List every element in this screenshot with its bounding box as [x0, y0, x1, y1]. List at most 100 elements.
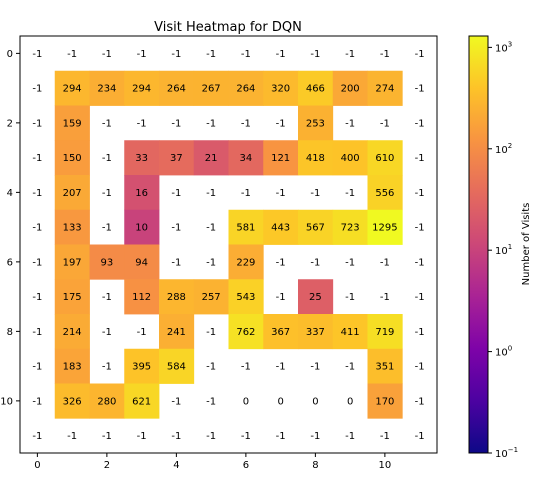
heatmap-cell — [332, 209, 368, 245]
cell-value-label: 351 — [375, 362, 394, 373]
cell-value-label: -1 — [32, 84, 42, 95]
heatmap-cell — [298, 105, 334, 141]
y-tick-label: 6 — [7, 257, 13, 268]
heatmap-cell — [263, 314, 299, 350]
cell-value-label: -1 — [102, 153, 112, 164]
cell-value-label: -1 — [32, 223, 42, 234]
cell-value-label: -1 — [380, 118, 390, 129]
heatmap-cell — [54, 140, 90, 176]
cell-value-label: -1 — [345, 188, 355, 199]
cell-value-label: -1 — [415, 257, 425, 268]
cell-value-label: 294 — [132, 84, 151, 95]
cell-value-label: -1 — [206, 396, 216, 407]
cell-value-label: 400 — [341, 153, 360, 164]
cell-value-label: 567 — [306, 223, 325, 234]
cell-value-label: 543 — [236, 292, 255, 303]
cell-value-label: 21 — [205, 153, 218, 164]
cell-value-label: -1 — [380, 431, 390, 442]
cell-value-label: -1 — [102, 118, 112, 129]
cell-value-label: -1 — [171, 223, 181, 234]
heatmap-cell — [263, 70, 299, 106]
x-tick-label: 2 — [104, 460, 110, 471]
heatmap-cell — [159, 70, 195, 106]
cell-value-label: -1 — [206, 188, 216, 199]
heatmap-cell — [298, 140, 334, 176]
cell-value-label: 214 — [63, 327, 82, 338]
heatmap-cell — [159, 314, 195, 350]
cell-value-label: -1 — [137, 431, 147, 442]
cell-value-label: -1 — [276, 49, 286, 60]
cell-value-label: -1 — [310, 362, 320, 373]
heatmap-cell — [367, 348, 403, 384]
heatmap-cell — [124, 383, 160, 419]
cell-value-label: 288 — [167, 292, 186, 303]
heatmap-cell — [54, 105, 90, 141]
cell-value-label: -1 — [415, 327, 425, 338]
cell-value-label: 621 — [132, 396, 151, 407]
cell-value-label: -1 — [415, 431, 425, 442]
cell-value-label: -1 — [241, 362, 251, 373]
cell-value-label: 0 — [312, 396, 318, 407]
cell-value-label: -1 — [102, 188, 112, 199]
colorbar-tick-label: 100 — [495, 345, 512, 359]
cell-value-label: -1 — [32, 118, 42, 129]
heatmap-cell — [263, 140, 299, 176]
cell-value-label: -1 — [206, 431, 216, 442]
colorbar-tick-label: 10−1 — [495, 446, 518, 460]
cell-value-label: -1 — [241, 49, 251, 60]
cell-value-label: -1 — [380, 292, 390, 303]
heatmap-cell — [54, 383, 90, 419]
heatmap-cell — [159, 279, 195, 315]
cell-value-label: -1 — [345, 292, 355, 303]
heatmap-cell — [124, 175, 160, 211]
heatmap-cell — [193, 70, 229, 106]
colorbar-ticks: 103 102 101 100 10−1 — [488, 40, 518, 460]
cell-value-label: -1 — [415, 396, 425, 407]
cell-value-label: -1 — [171, 431, 181, 442]
cell-value-label: -1 — [380, 49, 390, 60]
cell-value-label: -1 — [171, 396, 181, 407]
cell-value-label: -1 — [241, 118, 251, 129]
cell-value-label: -1 — [310, 188, 320, 199]
x-tick-label: 0 — [34, 460, 40, 471]
cell-value-label: -1 — [276, 431, 286, 442]
cell-value-label: -1 — [206, 223, 216, 234]
y-tick-label: 4 — [7, 188, 13, 199]
heatmap-cell — [54, 244, 90, 280]
cell-value-label: -1 — [32, 396, 42, 407]
heatmap-cell — [228, 244, 264, 280]
cell-value-label: 207 — [63, 188, 82, 199]
x-tick-label: 6 — [243, 460, 249, 471]
cell-value-label: -1 — [206, 49, 216, 60]
cell-value-label: 200 — [341, 84, 360, 95]
cell-value-label: 723 — [341, 223, 360, 234]
cell-value-label: 320 — [271, 84, 290, 95]
y-tick-label: 0 — [7, 49, 13, 60]
cell-value-label: 395 — [132, 362, 151, 373]
heatmap-cell — [228, 279, 264, 315]
heatmap-cell-labels: -1 -1 -1 -1 -1 -1 -1 -1 -1 -1 -1 -1 -1 294 234 294 264 26… — [32, 49, 424, 442]
cell-value-label: -1 — [102, 327, 112, 338]
colorbar-label: Number of Visits — [521, 203, 532, 286]
y-axis-ticks: 0 2 4 6 8 10 — [0, 49, 20, 407]
heatmap-cell — [159, 348, 195, 384]
cell-value-label: 367 — [271, 327, 290, 338]
cell-value-label: 274 — [375, 84, 394, 95]
heatmap-cell — [54, 279, 90, 315]
cell-value-label: -1 — [276, 257, 286, 268]
cell-value-label: -1 — [102, 362, 112, 373]
cell-value-label: -1 — [276, 292, 286, 303]
cell-value-label: -1 — [415, 292, 425, 303]
cell-value-label: -1 — [241, 188, 251, 199]
heatmap-cell — [298, 279, 334, 315]
cell-value-label: 10 — [135, 223, 148, 234]
cell-value-label: -1 — [67, 49, 77, 60]
cell-value-label: 170 — [375, 396, 394, 407]
heatmap-cell — [124, 279, 160, 315]
heatmap-cell — [228, 209, 264, 245]
cell-value-label: -1 — [345, 362, 355, 373]
cell-value-label: 762 — [236, 327, 255, 338]
colorbar — [468, 35, 489, 454]
heatmap-cell — [298, 314, 334, 350]
heatmap-cell — [298, 209, 334, 245]
